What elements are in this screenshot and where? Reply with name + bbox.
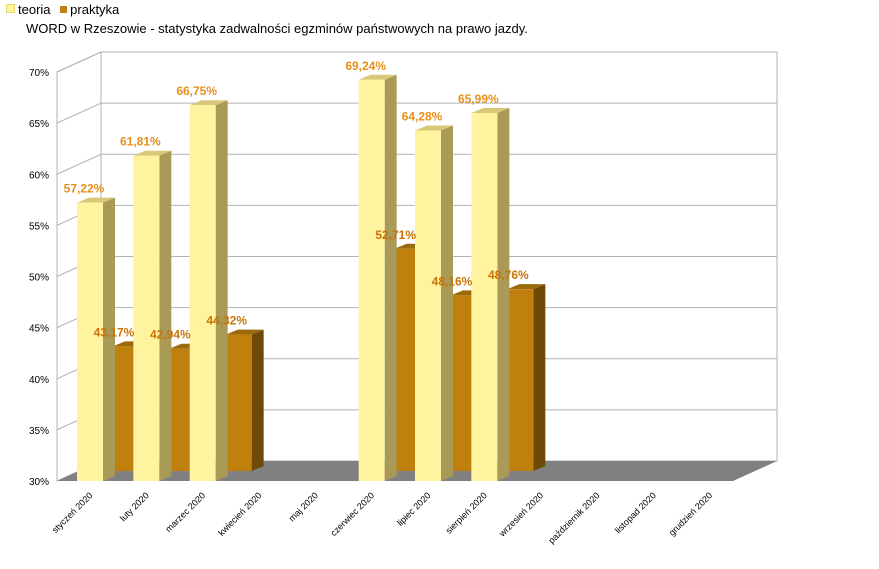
data-label-praktyka: 43,17% <box>94 325 135 339</box>
x-category-label: sierpień 2020 <box>444 490 489 535</box>
gridline <box>56 102 777 124</box>
data-label-praktyka: 48,16% <box>432 274 473 288</box>
bar-teoria <box>471 113 498 481</box>
x-category-label: grudzień 2020 <box>667 490 714 537</box>
chart-legend: teoria praktyka <box>6 2 125 17</box>
y-tick-label: 50% <box>29 273 49 284</box>
y-tick-label: 70% <box>29 68 49 79</box>
bar-teoria-side <box>384 74 397 482</box>
y-tick-label: 30% <box>29 477 49 488</box>
legend-swatch-teoria <box>6 4 15 13</box>
data-label-teoria: 65,99% <box>458 92 499 106</box>
bar-teoria-side <box>441 125 453 481</box>
y-tick-label: 40% <box>29 375 49 386</box>
bar-praktyka <box>225 334 252 471</box>
data-label-teoria: 64,28% <box>402 109 443 123</box>
bar-teoria <box>77 202 103 481</box>
chart-title: WORD w Rzeszowie - statystyka zadwalnośc… <box>26 21 528 36</box>
bar-teoria-top <box>133 150 172 156</box>
y-tick-label: 65% <box>29 119 49 130</box>
data-label-praktyka: 52,71% <box>375 228 416 242</box>
bar-teoria-top <box>77 197 115 203</box>
x-category-label: maj 2020 <box>287 490 320 523</box>
bar-teoria-side <box>215 100 228 481</box>
legend-item-teoria: teoria <box>6 2 51 17</box>
bar-teoria-top <box>471 108 510 114</box>
x-category-label: październik 2020 <box>546 490 601 545</box>
gridline <box>56 153 777 175</box>
bar-praktyka-top <box>507 284 546 290</box>
bar-teoria-side <box>103 197 115 481</box>
bar-teoria-side <box>159 150 172 482</box>
bar-teoria <box>358 79 385 482</box>
x-category-label: styczeń 2020 <box>50 490 95 535</box>
data-label-praktyka: 44,32% <box>206 314 247 328</box>
x-category-label: luty 2020 <box>118 490 151 523</box>
bar-praktyka-side <box>533 284 546 471</box>
gridline <box>56 51 777 73</box>
bar-teoria <box>189 105 216 481</box>
legend-label-teoria: teoria <box>18 2 51 17</box>
x-category-label: czerwiec 2020 <box>328 490 376 538</box>
bar-praktyka <box>507 289 534 471</box>
y-tick-label: 60% <box>29 170 49 181</box>
x-category-label: wrzesień 2020 <box>496 490 545 539</box>
bar-teoria-top <box>189 100 228 106</box>
bar-teoria <box>133 155 160 482</box>
data-label-praktyka: 48,76% <box>488 268 529 282</box>
bar-teoria-side <box>497 108 510 481</box>
data-label-teoria: 66,75% <box>176 84 217 98</box>
x-category-label: listopad 2020 <box>613 490 658 535</box>
data-label-teoria: 69,24% <box>345 59 386 73</box>
data-label-teoria: 57,22% <box>64 182 105 196</box>
x-category-label: kwiecień 2020 <box>216 490 263 537</box>
x-category-label: lipiec 2020 <box>395 490 432 527</box>
bar-praktyka-side <box>251 329 264 471</box>
bar-praktyka-top <box>225 329 264 335</box>
y-tick-label: 45% <box>29 324 49 335</box>
y-tick-label: 35% <box>29 426 49 437</box>
legend-swatch-praktyka <box>60 6 68 13</box>
x-category-label: marzec 2020 <box>163 490 207 534</box>
legend-label-praktyka: praktyka <box>70 2 120 17</box>
bar-teoria <box>415 130 441 481</box>
bar-teoria-top <box>358 74 397 80</box>
data-label-praktyka: 42,94% <box>150 328 191 342</box>
y-tick-label: 55% <box>29 221 49 232</box>
data-label-teoria: 61,81% <box>120 135 161 149</box>
bar-teoria-top <box>415 125 453 131</box>
legend-item-praktyka: praktyka <box>60 2 119 17</box>
